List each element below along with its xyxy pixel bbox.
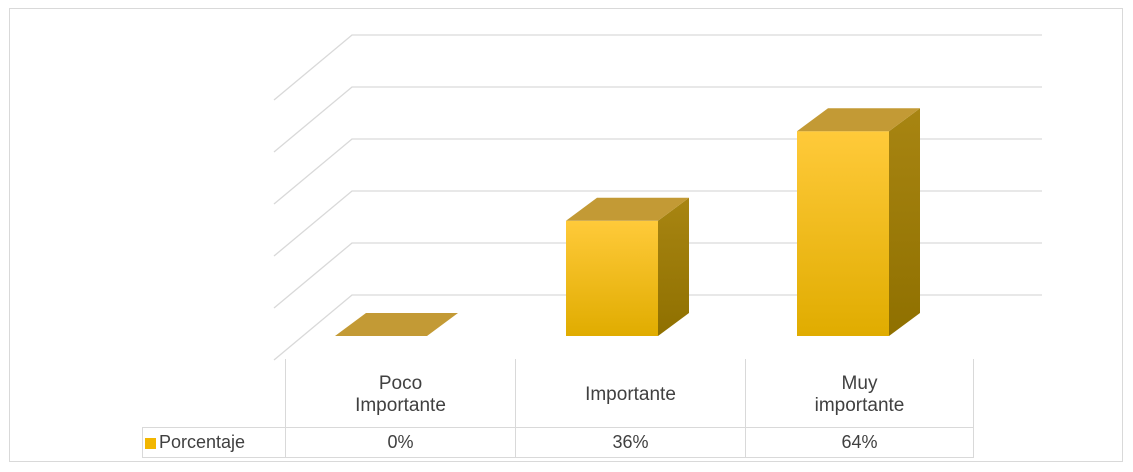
data-label: 0% [285, 426, 516, 458]
legend-key-icon [145, 437, 156, 449]
category-label-text: Importante [585, 383, 676, 405]
data-label: 36% [515, 426, 746, 458]
category-label: Poco Importante [285, 359, 516, 428]
bars [335, 108, 920, 336]
category-label: Importante [515, 359, 746, 428]
chart-area: Poco Importante Importante Muy importante … [9, 8, 1123, 462]
legend-entry: Porcentaje [142, 426, 286, 458]
category-label-text: Poco Importante [355, 372, 446, 416]
category-label-text: Muy importante [814, 372, 905, 416]
data-table-corner [143, 359, 286, 427]
gridline [273, 138, 1042, 205]
bar-top [566, 197, 689, 221]
data-table-value-row: Porcentaje 0% 36% 64% [142, 426, 974, 458]
gridline [273, 86, 1042, 153]
data-label: 64% [745, 426, 974, 458]
bar-side [658, 197, 689, 336]
bar [566, 197, 689, 336]
bar-front [566, 220, 658, 336]
category-label: Muy importante [745, 359, 974, 428]
data-table-header-row: Poco Importante Importante Muy importante [143, 359, 974, 428]
bar-front [797, 131, 889, 336]
bar-top [335, 313, 458, 336]
bar-top [797, 108, 920, 132]
chart-plot [273, 34, 1042, 361]
legend-label: Porcentaje [159, 431, 246, 452]
bar [335, 313, 458, 336]
data-table: Poco Importante Importante Muy importante … [142, 359, 974, 458]
bar-side [889, 108, 920, 336]
bar [797, 108, 920, 336]
gridline [273, 34, 1042, 101]
